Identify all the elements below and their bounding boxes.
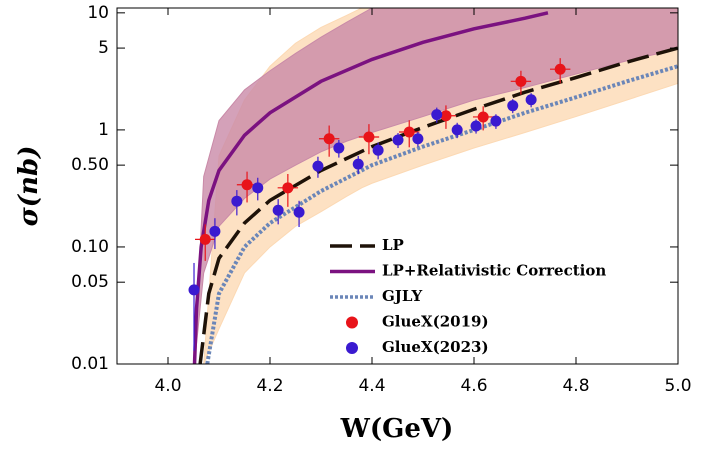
legend-label: GlueX(2019): [382, 313, 489, 331]
point: [312, 160, 324, 172]
x-tick-label: 5.0: [664, 376, 691, 396]
point: [403, 126, 415, 138]
point: [554, 63, 566, 75]
y-tick-label: 10: [87, 3, 109, 23]
point: [209, 225, 221, 237]
point: [470, 120, 482, 132]
y-tick-label: 5: [98, 38, 109, 58]
plot-frame: [116, 7, 679, 365]
y-axis-label: σ(nb): [14, 146, 44, 227]
point: [272, 204, 284, 216]
legend-label: GJLY: [382, 287, 422, 305]
point: [188, 284, 200, 296]
point: [333, 142, 345, 154]
point: [372, 144, 384, 156]
y-tick-label: 1: [98, 120, 109, 140]
point: [231, 195, 243, 207]
point: [525, 94, 537, 106]
point: [323, 133, 335, 145]
point: [293, 206, 305, 218]
x-tick-label: 4.8: [562, 376, 589, 396]
legend-swatch: [346, 316, 358, 329]
x-axis-label: W(GeV): [340, 414, 454, 444]
point: [363, 131, 375, 143]
point: [392, 134, 404, 146]
x-tick-label: 4.0: [154, 376, 181, 396]
x-tick-label: 4.6: [460, 376, 487, 396]
curve: [198, 46, 678, 364]
legend-swatch: [346, 342, 358, 354]
point: [241, 179, 253, 191]
legend-label: LP: [382, 236, 404, 254]
point: [282, 182, 294, 194]
point: [352, 158, 364, 170]
point: [431, 109, 443, 121]
curve: [205, 64, 678, 364]
point: [515, 75, 527, 87]
point: [477, 111, 489, 123]
curve: [192, 11, 549, 364]
x-tick-label: 4.4: [358, 376, 385, 396]
x-tick-label: 4.2: [256, 376, 283, 396]
point: [412, 133, 424, 145]
legend-label: GlueX(2023): [382, 338, 489, 356]
y-tick-label: 0.05: [71, 272, 109, 292]
legend-label: LP+Relativistic Correction: [382, 262, 606, 280]
y-tick-label: 0.01: [71, 354, 109, 374]
y-tick-label: 0.50: [71, 155, 109, 175]
point: [490, 115, 502, 127]
plot-area: [188, 8, 678, 364]
band: [194, 8, 678, 364]
point: [252, 182, 264, 194]
point: [199, 233, 211, 245]
point: [440, 110, 452, 122]
point: [451, 124, 463, 136]
y-tick-label: 0.10: [71, 237, 109, 257]
point: [507, 100, 519, 112]
